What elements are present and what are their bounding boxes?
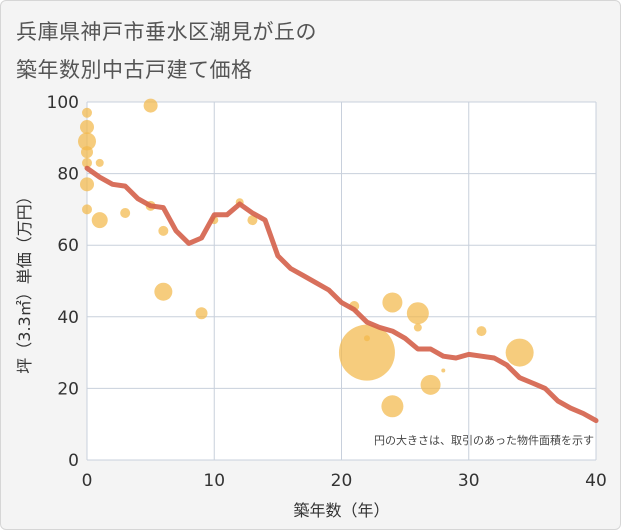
data-bubble <box>143 98 158 113</box>
y-tick-label: 80 <box>57 165 79 185</box>
data-bubble <box>441 368 446 373</box>
data-bubble <box>338 324 395 381</box>
trend-line <box>84 165 599 424</box>
data-bubble <box>81 146 93 159</box>
data-bubble <box>120 207 131 218</box>
data-bubble <box>381 395 404 418</box>
tick-labels: 0 10 20 30 40 0 20 40 60 80 100 <box>47 93 607 491</box>
y-tick-label: 100 <box>47 93 79 113</box>
data-bubble <box>195 307 208 320</box>
chart-title-line-1: 兵庫県神戸市垂水区潮見が丘の <box>16 20 317 44</box>
data-bubble <box>80 177 94 192</box>
data-bubble <box>158 225 169 236</box>
x-tick-label: 0 <box>82 471 93 491</box>
y-axis-title: 坪（3.3㎡）単価（万円） <box>15 188 34 373</box>
x-tick-label: 30 <box>458 471 480 491</box>
data-bubble <box>420 374 441 395</box>
data-bubble <box>95 158 104 167</box>
size-note: 円の大きさは、取引のあった物件面積を示す <box>374 433 594 447</box>
data-bubble <box>247 215 258 226</box>
x-axis-title: 築年数（年） <box>293 501 389 520</box>
data-bubble <box>413 323 422 332</box>
y-tick-label: 60 <box>57 236 79 256</box>
data-bubble <box>82 157 92 168</box>
data-bubble <box>91 212 108 229</box>
data-bubble <box>476 326 487 337</box>
data-bubble <box>82 107 92 118</box>
bubble-layer <box>78 98 534 418</box>
data-bubble <box>82 204 92 215</box>
data-bubble <box>78 132 96 151</box>
y-tick-label: 20 <box>57 379 79 399</box>
data-bubble <box>154 282 173 301</box>
x-tick-label: 40 <box>585 471 607 491</box>
x-tick-label: 20 <box>331 471 353 491</box>
x-tick-label: 10 <box>203 471 225 491</box>
data-bubble <box>406 302 429 325</box>
y-tick-label: 40 <box>57 308 79 328</box>
data-bubble <box>80 120 94 135</box>
data-bubble <box>505 338 534 367</box>
y-tick-label: 0 <box>68 451 79 471</box>
chart-title-line-2: 築年数別中古戸建て価格 <box>16 58 253 82</box>
data-bubble <box>382 292 403 313</box>
